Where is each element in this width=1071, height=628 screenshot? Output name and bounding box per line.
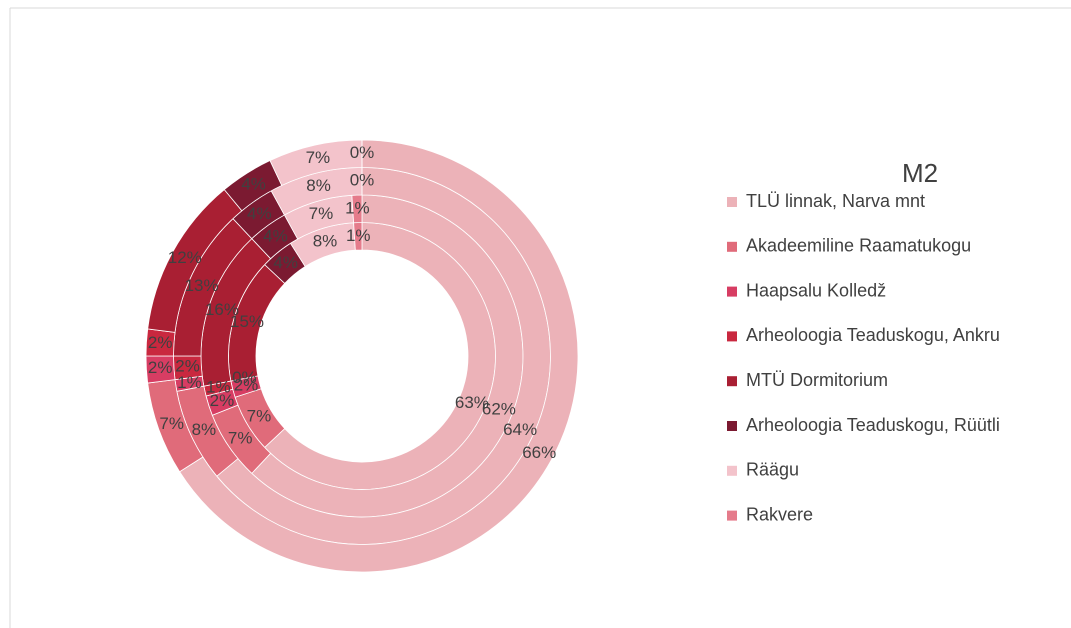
data-label: 8% [192, 420, 217, 439]
data-label: 7% [306, 148, 331, 167]
data-label: 16% [205, 300, 239, 319]
data-label: 13% [185, 276, 219, 295]
legend-label: Arheoloogia Teaduskogu, Rüütli [746, 415, 1000, 435]
data-label: 4% [273, 253, 298, 272]
data-label: 8% [313, 232, 338, 251]
data-label: 8% [306, 176, 331, 195]
data-label: 66% [522, 443, 556, 462]
legend-swatch [727, 286, 737, 297]
data-label: 15% [230, 312, 264, 331]
data-label: 7% [247, 406, 272, 425]
data-label: 4% [263, 226, 288, 245]
data-label: 2% [234, 375, 259, 394]
data-label: 7% [159, 414, 184, 433]
data-label: 4% [241, 175, 266, 194]
data-label: 0% [350, 143, 375, 162]
legend-label: MTÜ Dormitorium [746, 370, 888, 390]
legend-label: Akadeemiline Raamatukogu [746, 236, 971, 256]
data-label: 1% [177, 373, 202, 392]
legend-label: Rakvere [746, 504, 813, 524]
legend-swatch [727, 197, 737, 207]
data-label: 1% [345, 198, 370, 217]
legend-swatch [727, 241, 737, 252]
data-label: 7% [309, 204, 334, 223]
data-label: 62% [482, 400, 516, 419]
legend-swatch [727, 465, 737, 476]
data-label: 0% [232, 368, 257, 387]
legend-label: TLÜ linnak, Narva mnt [746, 191, 925, 211]
data-label: 63% [455, 393, 489, 412]
data-label: 4% [247, 204, 272, 223]
data-label: 64% [503, 420, 537, 439]
legend-swatch [727, 376, 737, 387]
data-label: 2% [148, 358, 173, 377]
data-label: 2% [148, 333, 173, 352]
data-label: 1% [206, 378, 231, 397]
data-label: 12% [168, 248, 202, 267]
data-label: 1% [346, 226, 371, 245]
data-label: 0% [350, 171, 375, 190]
legend-swatch [727, 421, 737, 431]
legend-label: Räägu [746, 460, 799, 480]
legend-label: Haapsalu Kolledž [746, 280, 886, 300]
legend-title: M2 [902, 158, 938, 188]
donut-slice [179, 139, 579, 573]
data-label: 2% [175, 356, 200, 375]
legend-swatch [727, 331, 737, 342]
legend-label: Arheoloogia Teaduskogu, Ankru [746, 325, 1000, 345]
data-label: 2% [210, 391, 235, 410]
data-label: 7% [228, 428, 253, 447]
legend-swatch [727, 510, 737, 521]
